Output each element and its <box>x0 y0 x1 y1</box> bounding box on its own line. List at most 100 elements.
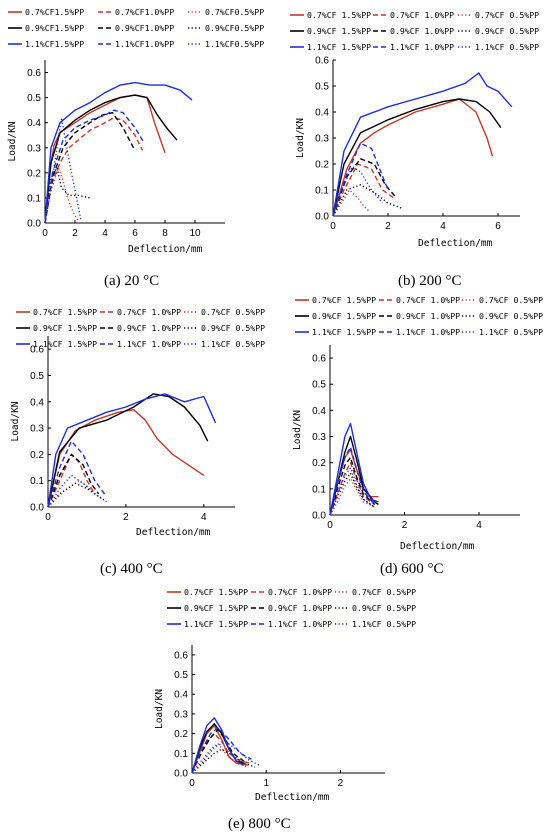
y-tick-label: 0.4 <box>27 118 41 129</box>
legend-label: 1.1%CF1.0%PP <box>115 39 174 49</box>
series-line <box>47 393 217 508</box>
legend-label: 0.7%CF1.0%PP <box>115 7 174 17</box>
y-tick-label: 0.3 <box>174 709 188 720</box>
y-tick-label: 0.1 <box>315 186 329 197</box>
legend-label: 0.7%CF 1.0%PP <box>396 295 460 305</box>
x-tick-label: 0 <box>327 520 333 531</box>
x-tick-label: 0 <box>42 228 48 239</box>
y-tick-label: 0.1 <box>30 476 44 487</box>
legend-label: 0.9%CF1.5%PP <box>25 23 84 33</box>
y-tick-label: 0.0 <box>27 219 41 230</box>
series-line <box>332 163 394 217</box>
y-tick-label: 0.3 <box>315 134 329 145</box>
series-line <box>47 409 205 508</box>
series-line <box>329 422 379 516</box>
legend-label: 0.9%CF 0.5%PP <box>475 26 539 36</box>
legend-label: 1.1%CF1.5%PP <box>25 39 84 49</box>
y-axis-label: Load/KN <box>154 689 165 729</box>
legend-label: 1.1%CF 1.5%PP <box>184 619 248 629</box>
x-axis-label: Deflection/mm <box>128 244 203 255</box>
legend-label: 0.7%CF1.5%PP <box>25 7 84 17</box>
legend-label: 1.1%CF 1.0%PP <box>117 339 181 349</box>
chart-b: 0.7%CF 1.5%PP 0.7%CF 1.0%PP 0.7%CF 0.5%PP 0… <box>290 10 539 289</box>
legend-label: 0.9%CF 0.5%PP <box>201 323 265 333</box>
x-tick-label: 2 <box>338 778 344 789</box>
legend-label: 0.9%CF1.0%PP <box>115 23 174 33</box>
y-tick-label: 0.0 <box>315 212 329 223</box>
y-tick-label: 0.1 <box>312 484 326 495</box>
legend-label: 0.7%CF 0.5%PP <box>352 587 416 597</box>
legend-label: 1.1%CF 1.5%PP <box>312 327 376 337</box>
legend-label: 0.9%CF 0.5%PP <box>479 311 543 321</box>
x-tick-label: 10 <box>189 228 201 239</box>
y-tick-label: 0.5 <box>312 380 326 391</box>
series-line <box>44 167 91 224</box>
panel-caption: (a) 20 °C <box>104 273 159 289</box>
y-tick-label: 0.2 <box>174 729 188 740</box>
series-line <box>191 742 248 774</box>
x-tick-label: 4 <box>102 228 108 239</box>
legend-label: 1.1%CF 0.5%PP <box>201 339 265 349</box>
y-tick-label: 0.5 <box>30 371 44 382</box>
series-line <box>47 480 103 508</box>
series-line <box>329 472 376 516</box>
legend-label: 1.1%CF 0.5%PP <box>475 42 539 52</box>
series-line <box>332 98 502 217</box>
chart-e: 0.7%CF 1.5%PP 0.7%CF 1.0%PP 0.7%CF 0.5%PP 0… <box>154 587 416 832</box>
series-line <box>47 453 100 508</box>
series-line <box>329 477 375 516</box>
x-tick-label: 6 <box>495 221 501 232</box>
legend-label: 0.7%CF 1.5%PP <box>312 295 376 305</box>
series-line <box>332 142 389 217</box>
y-tick-label: 0.4 <box>312 406 326 417</box>
x-axis-label: Deflection/mm <box>255 792 330 803</box>
series-line <box>329 446 376 516</box>
legend-label: 1.1%CF0.5%PP <box>205 39 264 49</box>
chart-c: 0.7%CF 1.5%PP 0.7%CF 1.0%PP 0.7%CF 0.5%PP 0… <box>10 307 265 577</box>
y-tick-label: 0.6 <box>27 68 41 79</box>
series-line <box>44 116 144 224</box>
x-tick-label: 2 <box>123 512 129 523</box>
x-tick-label: 1 <box>263 778 269 789</box>
legend-label: 0.7%CF 1.0%PP <box>117 307 181 317</box>
legend-label: 1.1%CF 1.5%PP <box>307 42 371 52</box>
y-tick-label: 0.2 <box>30 450 44 461</box>
y-tick-label: 0.2 <box>312 458 326 469</box>
legend-label: 1.1%CF 1.0%PP <box>268 619 332 629</box>
series-line <box>329 462 376 516</box>
series-line <box>329 456 376 516</box>
x-tick-label: 6 <box>132 228 138 239</box>
chart-d: 0.7%CF 1.5%PP 0.7%CF 1.0%PP 0.7%CF 0.5%PP 0… <box>292 295 543 577</box>
y-axis-label: Load/KN <box>292 410 303 450</box>
x-tick-label: 2 <box>402 520 408 531</box>
x-tick-label: 8 <box>162 228 168 239</box>
y-tick-label: 0.6 <box>315 56 329 67</box>
x-tick-label: 4 <box>201 512 207 523</box>
legend-label: 0.7%CF 1.5%PP <box>33 307 97 317</box>
series-line <box>332 98 494 217</box>
series-line <box>47 453 96 508</box>
legend-label: 0.9%CF0.5%PP <box>205 23 264 33</box>
x-axis-label: Deflection/mm <box>418 238 493 249</box>
series-line <box>332 189 370 217</box>
legend-label: 0.9%CF 1.5%PP <box>307 26 371 36</box>
y-tick-label: 0.4 <box>315 108 329 119</box>
y-tick-label: 0.4 <box>174 690 188 701</box>
series-line <box>332 184 403 217</box>
y-tick-label: 0.2 <box>315 160 329 171</box>
legend-label: 0.9%CF 1.0%PP <box>117 323 181 333</box>
y-tick-label: 0.0 <box>174 769 188 780</box>
chart-a: 0.7%CF1.5%PP 0.7%CF1.0%PP 0.7%CF0.5%PP 0.9%… <box>7 7 264 289</box>
y-tick-label: 0.3 <box>30 424 44 435</box>
panel-caption: (c) 400 °C <box>100 561 163 577</box>
y-tick-label: 0.6 <box>312 354 326 365</box>
x-axis-label: Deflection/mm <box>400 541 475 552</box>
x-axis-label: Deflection/mm <box>136 527 211 538</box>
series-line <box>191 729 245 774</box>
panel-caption: (d) 600 °C <box>380 561 444 577</box>
series-line <box>47 474 103 508</box>
legend-label: 0.7%CF 1.5%PP <box>184 587 248 597</box>
legend-label: 0.9%CF 1.5%PP <box>184 603 248 613</box>
x-tick-label: 2 <box>385 221 391 232</box>
